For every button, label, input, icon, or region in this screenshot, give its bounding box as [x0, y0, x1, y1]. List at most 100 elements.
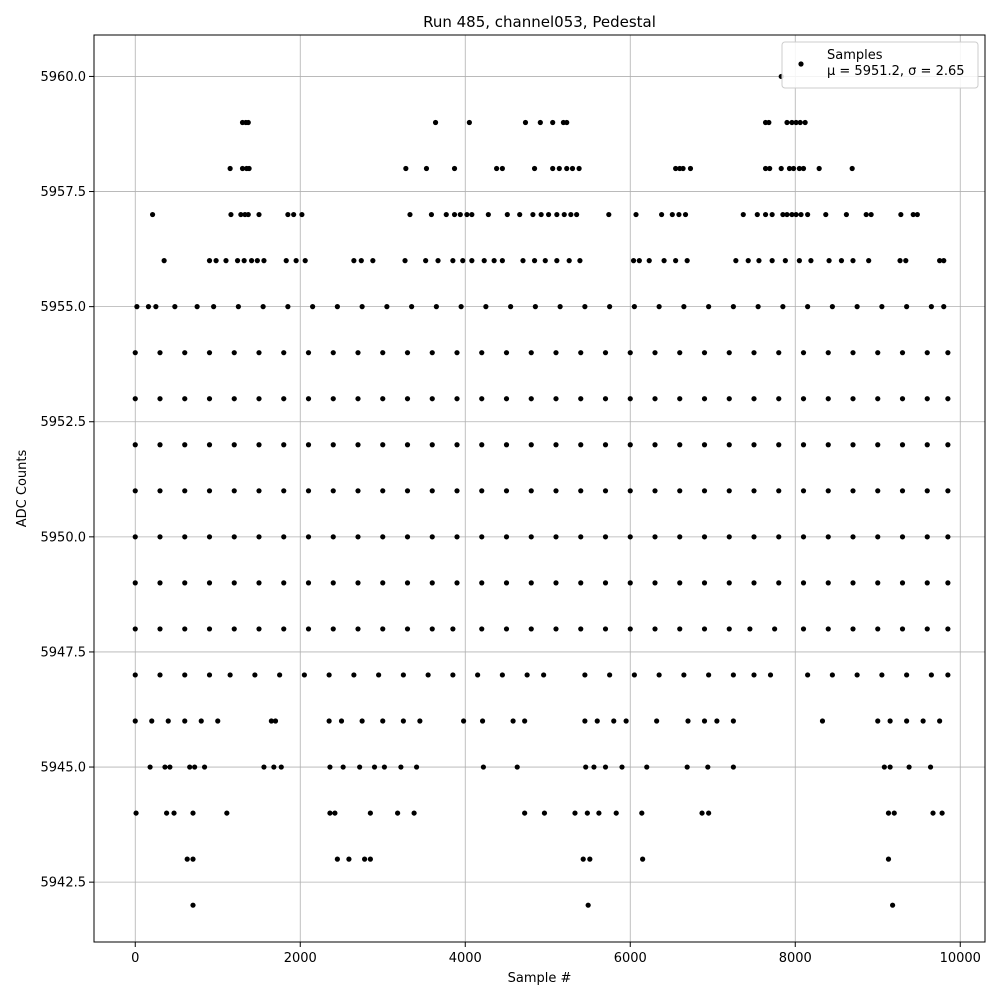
- data-point: [458, 304, 464, 310]
- legend-marker: [798, 61, 804, 67]
- data-point: [706, 672, 712, 678]
- data-point: [639, 810, 645, 816]
- data-point: [528, 626, 534, 632]
- data-point: [930, 810, 936, 816]
- data-point: [899, 350, 906, 356]
- data-point: [682, 211, 689, 218]
- data-point: [585, 902, 591, 908]
- data-point: [246, 165, 252, 172]
- data-point: [751, 488, 757, 494]
- data-point: [684, 258, 690, 264]
- data-point: [147, 764, 153, 770]
- data-point: [429, 488, 435, 494]
- data-point: [371, 764, 378, 770]
- y-tick-label: 5942.5: [41, 876, 87, 891]
- data-point: [454, 580, 460, 586]
- data-point: [355, 396, 361, 402]
- data-point: [756, 258, 762, 264]
- data-point: [260, 304, 266, 310]
- x-tick-label: 6000: [614, 951, 647, 966]
- data-point: [879, 304, 885, 310]
- data-point: [751, 672, 757, 678]
- data-point: [400, 718, 406, 724]
- data-point: [370, 258, 376, 264]
- data-point: [338, 718, 345, 724]
- data-point: [256, 534, 262, 540]
- data-point: [606, 211, 612, 218]
- data-point: [164, 810, 170, 816]
- data-point: [545, 211, 552, 218]
- data-point: [776, 488, 782, 494]
- data-point: [800, 165, 807, 172]
- data-point: [157, 534, 163, 540]
- data-point: [850, 396, 856, 402]
- data-point: [530, 211, 536, 218]
- data-point: [256, 442, 262, 448]
- data-point: [829, 672, 835, 678]
- data-point: [569, 165, 576, 172]
- data-point: [808, 258, 814, 264]
- data-point: [850, 350, 856, 356]
- data-point: [485, 211, 491, 218]
- data-point: [875, 350, 881, 356]
- data-point: [285, 211, 291, 218]
- data-point: [404, 442, 411, 448]
- data-point: [381, 764, 387, 770]
- data-point: [796, 258, 802, 264]
- data-point: [553, 488, 559, 494]
- data-point: [278, 764, 284, 770]
- data-point: [248, 258, 255, 264]
- data-point: [945, 534, 951, 540]
- data-point: [627, 350, 633, 356]
- data-point: [602, 626, 609, 632]
- data-point: [578, 626, 584, 632]
- data-point: [850, 442, 856, 448]
- data-point: [479, 442, 485, 448]
- data-point: [201, 764, 208, 770]
- data-point: [778, 165, 784, 172]
- data-point: [890, 902, 896, 908]
- data-point: [903, 258, 909, 264]
- data-point: [411, 810, 417, 816]
- data-point: [283, 258, 289, 264]
- data-point: [351, 672, 357, 678]
- data-point: [578, 442, 584, 448]
- data-point: [578, 350, 584, 356]
- data-point: [404, 350, 411, 356]
- data-point: [281, 396, 287, 402]
- data-point: [182, 442, 188, 448]
- data-point: [706, 304, 712, 310]
- y-tick-label: 5952.5: [41, 415, 87, 430]
- data-point: [132, 488, 138, 494]
- data-point: [206, 396, 213, 402]
- data-point: [751, 534, 757, 540]
- data-point: [627, 396, 633, 402]
- data-point: [800, 350, 807, 356]
- data-point: [791, 165, 797, 172]
- data-point: [134, 304, 140, 310]
- data-point: [380, 396, 386, 402]
- data-point: [241, 258, 247, 264]
- data-point: [885, 810, 892, 816]
- data-point: [582, 672, 588, 678]
- data-point: [875, 488, 881, 494]
- data-point: [751, 442, 757, 448]
- data-point: [483, 304, 489, 310]
- data-point: [433, 304, 439, 310]
- data-point: [334, 304, 340, 310]
- data-point: [726, 396, 732, 402]
- data-point: [428, 211, 435, 218]
- data-point: [701, 488, 708, 494]
- data-point: [206, 488, 213, 494]
- data-point: [730, 304, 736, 310]
- data-point: [362, 856, 368, 862]
- data-point: [793, 211, 799, 218]
- data-point: [776, 442, 782, 448]
- data-point: [726, 442, 732, 448]
- data-point: [520, 258, 526, 264]
- data-point: [231, 534, 237, 540]
- data-point: [553, 396, 559, 402]
- data-point: [924, 580, 930, 586]
- data-point: [182, 350, 188, 356]
- data-point: [793, 119, 799, 126]
